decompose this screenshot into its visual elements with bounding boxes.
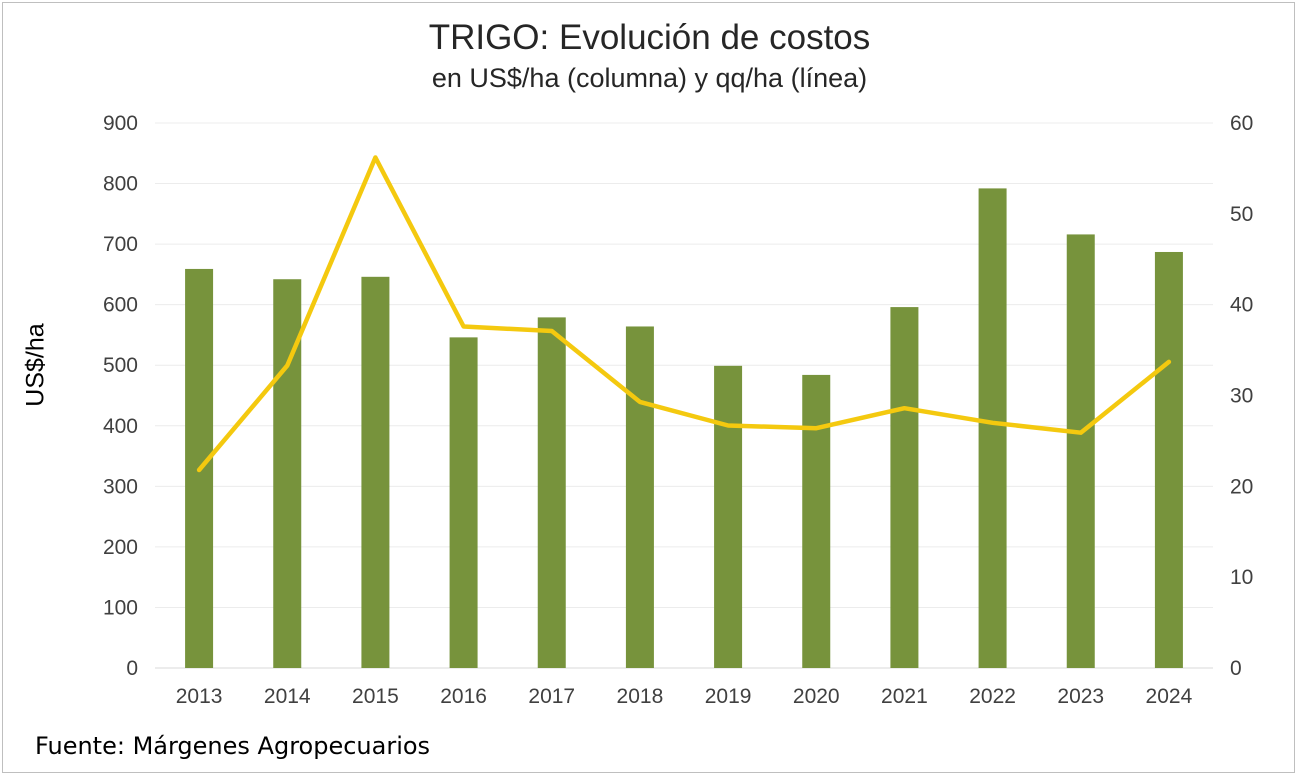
y-tick-label: 700	[103, 233, 138, 256]
line-point	[814, 426, 818, 430]
x-tick-label: 2021	[881, 685, 928, 708]
x-tick-label: 2013	[176, 685, 223, 708]
y2-tick-label: 40	[1230, 294, 1253, 317]
y2-tick-label: 0	[1230, 657, 1242, 680]
line-point	[638, 400, 642, 404]
series-line	[196, 155, 1172, 473]
line-point	[902, 406, 906, 410]
line-point	[285, 364, 289, 368]
y-tick-label: 0	[126, 657, 138, 680]
line-point	[726, 423, 730, 427]
bar	[978, 188, 1007, 668]
x-tick-label: 2016	[440, 685, 487, 708]
y-tick-label: 600	[103, 294, 138, 317]
line-point	[1167, 360, 1171, 364]
x-tick-label: 2015	[352, 685, 399, 708]
source-note: Fuente: Márgenes Agropecuarios	[35, 732, 431, 760]
chart-title: TRIGO: Evolución de costos	[428, 18, 871, 57]
y2-tick-label: 20	[1230, 475, 1253, 498]
y2-tick-label: 30	[1230, 385, 1253, 408]
line-point	[1079, 431, 1083, 435]
y2-axis-ticks: 0 10 20 30 40 50 60	[1230, 112, 1253, 680]
gridlines	[155, 122, 1213, 669]
x-tick-label: 2018	[617, 685, 664, 708]
bar	[890, 307, 919, 668]
y2-tick-label: 60	[1230, 112, 1253, 135]
y-tick-label: 900	[103, 112, 138, 135]
x-tick-label: 2014	[264, 685, 311, 708]
x-tick-label: 2020	[793, 685, 840, 708]
y-tick-label: 500	[103, 354, 138, 377]
line-point	[373, 156, 377, 160]
y-axis-ticks: 0 100 200 300 400 500 600 700 800 900	[103, 112, 138, 680]
x-axis-ticks: 2013 2014 2015 2016 2017 2018 2019 2020 2021 2022…	[176, 685, 1193, 708]
line-series	[196, 155, 1172, 473]
y-tick-label: 400	[103, 415, 138, 438]
bar	[714, 365, 743, 668]
y2-tick-label: 10	[1230, 566, 1253, 589]
line-point	[197, 468, 201, 472]
bar	[802, 374, 831, 668]
bar	[625, 326, 654, 668]
y-tick-label: 100	[103, 596, 138, 619]
bar	[1154, 251, 1183, 668]
line-point	[991, 421, 995, 425]
x-tick-label: 2024	[1146, 685, 1193, 708]
x-tick-label: 2017	[528, 685, 575, 708]
y-tick-label: 800	[103, 173, 138, 196]
bar	[537, 317, 566, 668]
y-tick-label: 200	[103, 536, 138, 559]
x-tick-label: 2023	[1057, 685, 1104, 708]
bar	[1066, 234, 1095, 668]
chart-subtitle: en US$/ha (columna) y qq/ha (línea)	[431, 63, 868, 93]
x-tick-label: 2019	[705, 685, 752, 708]
bar	[449, 337, 478, 668]
x-tick-label: 2022	[969, 685, 1016, 708]
line-point	[550, 329, 554, 333]
y-tick-label: 300	[103, 475, 138, 498]
bar	[361, 276, 390, 668]
line-point	[462, 324, 466, 328]
y2-tick-label: 50	[1230, 203, 1253, 226]
